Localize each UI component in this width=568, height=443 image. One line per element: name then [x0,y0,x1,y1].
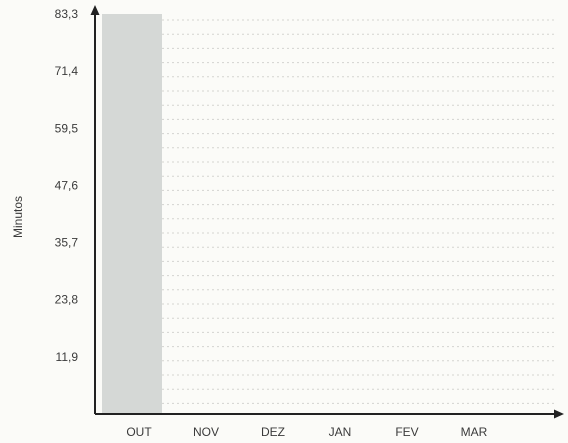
x-tick-labels: OUT NOV DEZ JAN FEV MAR [126,425,487,439]
y-tick-label: 11,9 [56,350,79,364]
x-tick-label-out: OUT [126,425,152,439]
y-axis-arrow [90,5,100,15]
x-tick-label-jan: JAN [329,425,352,439]
x-tick-label-mar: MAR [461,425,488,439]
y-tick-label: 71,4 [55,64,79,78]
y-tick-label: 47,6 [55,178,79,192]
bars [102,14,162,414]
x-tick-label-dez: DEZ [261,425,285,439]
y-axis-title: Minutos [11,196,25,238]
x-tick-label-nov: NOV [193,425,219,439]
y-tick-labels: 11,9 23,8 35,7 47,6 59,5 71,4 83,3 [55,7,79,364]
x-axis-arrow [554,409,564,419]
y-tick-label: 83,3 [55,7,79,21]
x-tick-label-fev: FEV [395,425,418,439]
axes [90,5,564,419]
y-tick-label: 23,8 [55,293,79,307]
bar-out [102,14,162,414]
y-tick-label: 35,7 [55,236,79,250]
gridlines [157,19,556,404]
y-tick-label: 59,5 [55,121,79,135]
